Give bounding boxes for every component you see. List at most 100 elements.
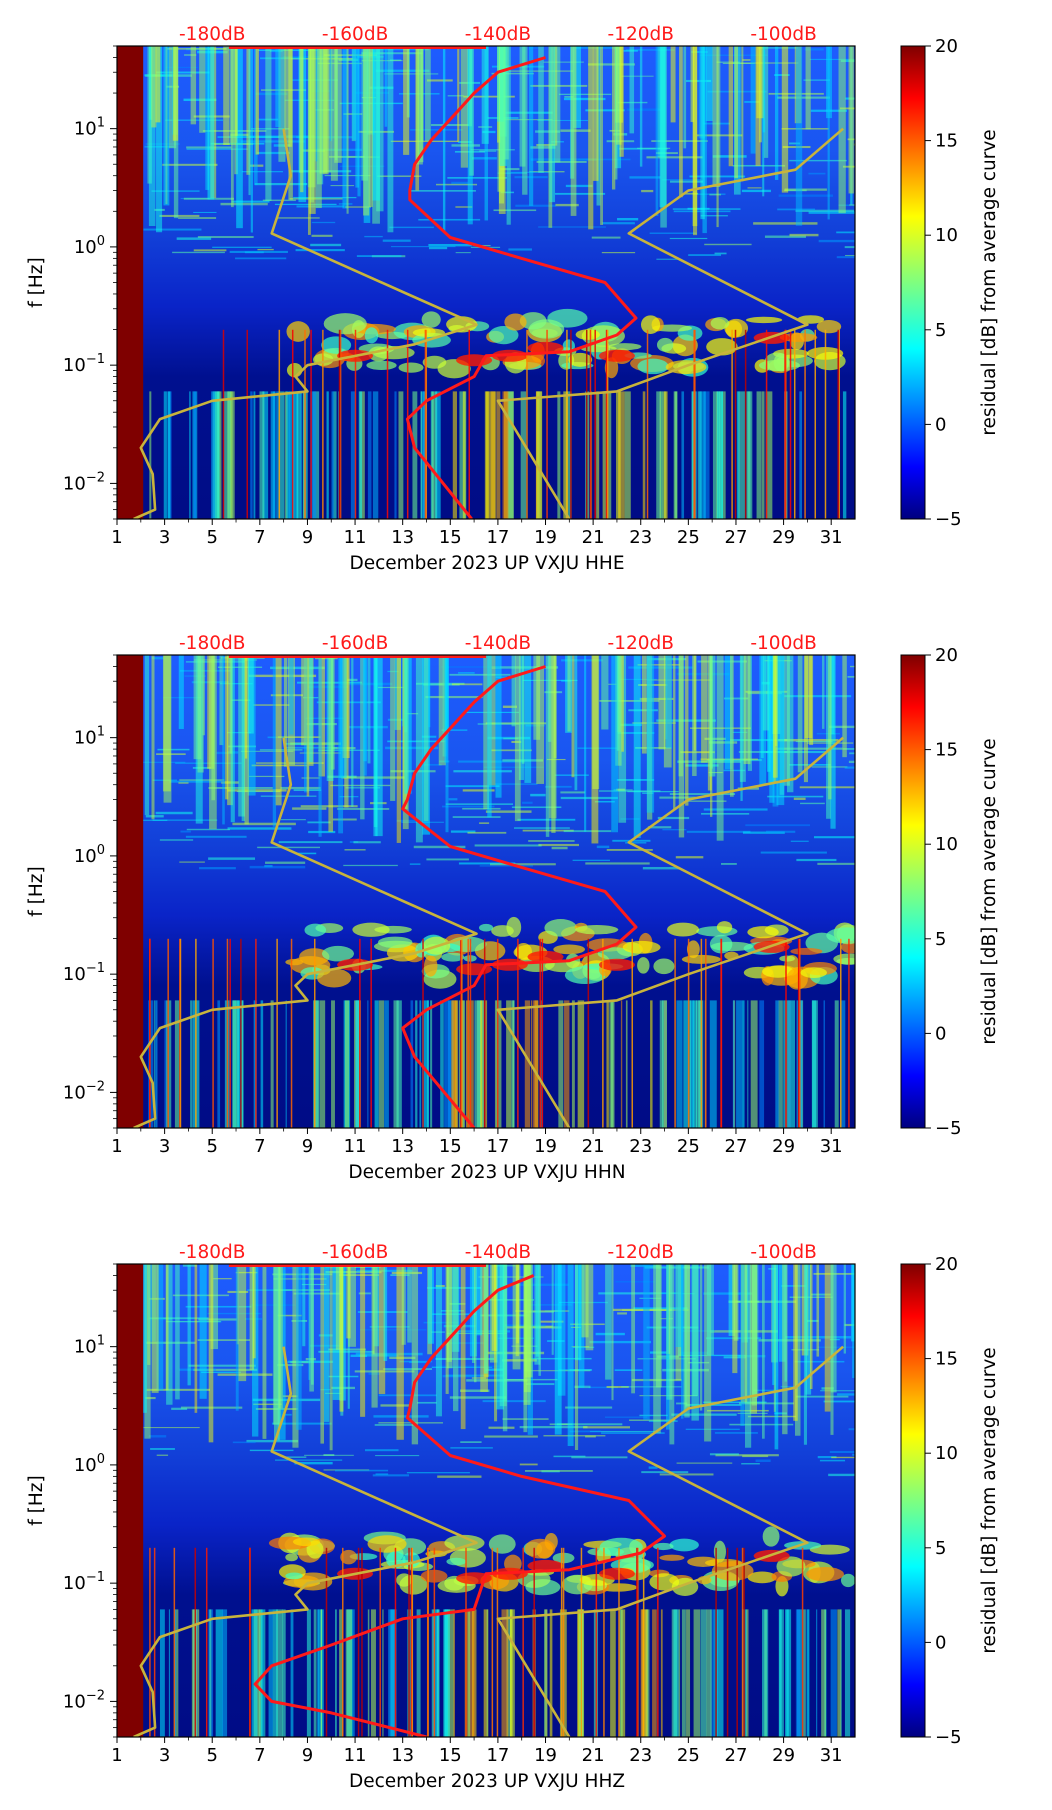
colorbar-tick-label: 0 [935, 414, 946, 435]
top-db-label: -100dB [750, 1242, 816, 1263]
colorbar-1: 20 15 10 5 0 −5 residual [dB] from average cur… [900, 36, 1000, 530]
spectrogram-2 [117, 655, 855, 1128]
top-db-label: -120dB [608, 24, 674, 45]
y-tick-label: 10−2 [63, 1079, 105, 1103]
colorbar-label: residual [dB] from average curve [979, 738, 1000, 1044]
model-envelope-curve [133, 128, 478, 519]
x-tick-label: 19 [534, 527, 557, 548]
x-tick-label: 29 [772, 1136, 795, 1157]
x-tick-label: 1 [111, 1745, 122, 1766]
x-tick-label: 1 [111, 527, 122, 548]
x-tick-label: 5 [206, 1745, 217, 1766]
x-tick-label: 19 [534, 1745, 557, 1766]
x-tick-label: 7 [254, 527, 265, 548]
y-tick-label: 100 [74, 843, 105, 867]
colorbar-3: 20 15 10 5 0 −5 residual [dB] from average cur… [900, 1254, 1000, 1748]
x-tick-label: 25 [677, 1745, 700, 1766]
y-tick-label: 101 [74, 1334, 105, 1358]
top-db-label: -180dB [179, 24, 245, 45]
x-tick-label: 7 [254, 1745, 265, 1766]
x-tick-label: 9 [302, 1136, 313, 1157]
top-db-label: -180dB [179, 633, 245, 654]
x-tick-label: 27 [725, 1745, 748, 1766]
x-tick-label: 19 [534, 1136, 557, 1157]
noise-model-curve [405, 56, 638, 519]
colorbar-tick-label: 10 [935, 1443, 958, 1464]
x-tick-label: 17 [486, 1136, 509, 1157]
spectrogram-1 [117, 46, 855, 519]
model-envelope-curve [496, 736, 844, 1128]
colorbar-tick-label: 5 [935, 320, 946, 341]
x-tick-label: 5 [206, 1136, 217, 1157]
y-axis-label: f [Hz] [26, 866, 47, 916]
colorbar-tick-label: 5 [935, 1538, 946, 1559]
y-tick-label: 10−1 [63, 961, 105, 985]
colorbar-tick-label: 15 [935, 131, 958, 152]
x-axis-label: December 2023 UP VXJU HHE [349, 553, 624, 574]
x-tick-label: 15 [439, 1745, 462, 1766]
colorbar-label: residual [dB] from average curve [979, 129, 1000, 435]
top-db-label: -120dB [608, 1242, 674, 1263]
x-tick-label: 29 [772, 527, 795, 548]
x-tick-label: 23 [629, 1745, 652, 1766]
x-tick-label: 11 [344, 1136, 367, 1157]
top-db-label: -140dB [465, 24, 531, 45]
x-tick-label: 21 [582, 527, 605, 548]
x-tick-label: 25 [677, 1136, 700, 1157]
colorbar-tick-label: 10 [935, 225, 958, 246]
y-tick-label: 100 [74, 1452, 105, 1476]
x-axis-label: December 2023 UP VXJU HHZ [349, 1771, 625, 1792]
top-db-label: -160dB [322, 1242, 388, 1263]
x-tick-label: 9 [302, 1745, 313, 1766]
y-axis-label: f [Hz] [26, 1475, 47, 1525]
colorbar-tick-label: 0 [935, 1632, 946, 1653]
x-tick-label: 21 [582, 1136, 605, 1157]
top-db-label: -160dB [322, 24, 388, 45]
y-tick-label: 10−2 [63, 1688, 105, 1712]
y-tick-label: 10−1 [63, 352, 105, 376]
colorbar-tick-label: 15 [935, 1349, 958, 1370]
colorbar-tick-label: 0 [935, 1023, 946, 1044]
x-tick-label: 29 [772, 1745, 795, 1766]
x-tick-label: 7 [254, 1136, 265, 1157]
x-tick-label: 3 [159, 1745, 170, 1766]
model-envelope-curve [133, 1346, 478, 1737]
top-db-label: -120dB [608, 633, 674, 654]
model-envelope-curve [496, 1345, 844, 1737]
x-tick-label: 31 [820, 527, 843, 548]
noise-model-curve [253, 1274, 666, 1737]
colorbar-tick-label: 20 [935, 36, 958, 57]
x-tick-label: 27 [725, 527, 748, 548]
colorbar-tick-label: 5 [935, 929, 946, 950]
x-tick-label: 1 [111, 1136, 122, 1157]
x-tick-label: 17 [486, 527, 509, 548]
x-tick-label: 23 [629, 1136, 652, 1157]
x-tick-label: 13 [391, 1745, 414, 1766]
colorbar-2: 20 15 10 5 0 −5 residual [dB] from average cur… [900, 645, 1000, 1139]
x-tick-label: 31 [820, 1745, 843, 1766]
top-db-label: -100dB [750, 633, 816, 654]
top-db-label: -140dB [465, 1242, 531, 1263]
x-axis-label: December 2023 UP VXJU HHN [348, 1162, 625, 1183]
x-tick-label: 21 [582, 1745, 605, 1766]
colorbar-tick-label: −5 [935, 509, 962, 530]
top-db-label: -160dB [322, 633, 388, 654]
x-tick-label: 11 [344, 527, 367, 548]
y-tick-label: 100 [74, 234, 105, 258]
x-tick-label: 3 [159, 527, 170, 548]
x-tick-label: 15 [439, 527, 462, 548]
colorbar-tick-label: 10 [935, 834, 958, 855]
colorbar-tick-label: −5 [935, 1727, 962, 1748]
model-envelope-curve [496, 127, 844, 519]
x-tick-label: 25 [677, 527, 700, 548]
y-axis-label: f [Hz] [26, 257, 47, 307]
y-tick-label: 10−2 [63, 470, 105, 494]
x-tick-label: 15 [439, 1136, 462, 1157]
x-tick-label: 23 [629, 527, 652, 548]
spectrogram-3 [117, 1264, 855, 1737]
y-tick-label: 101 [74, 725, 105, 749]
x-tick-label: 31 [820, 1136, 843, 1157]
